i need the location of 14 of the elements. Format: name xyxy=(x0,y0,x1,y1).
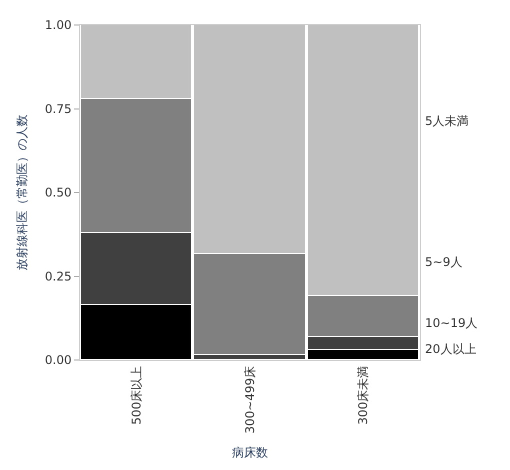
text: 5~9人 xyxy=(425,255,462,269)
x-tick-label: 300~499床 xyxy=(242,366,257,434)
x-tick-label: 500床以上 xyxy=(130,366,144,425)
series-label: 20人以上 xyxy=(425,342,476,356)
y-axis-title: 放射線科医（常勤医）の人数 xyxy=(15,114,30,270)
y-tick-label: 1.00 xyxy=(44,18,72,32)
x-tick-label: 300床未満 xyxy=(356,366,370,425)
y-tick-label: 0.50 xyxy=(44,186,72,200)
y-tick-label: 0.00 xyxy=(44,353,72,368)
y-tick-label: 0.25 xyxy=(44,269,72,284)
x-axis-title: 病床数 xyxy=(232,446,268,460)
series-label: 10~19人 xyxy=(425,316,478,330)
series-label: 5人未満 xyxy=(425,114,469,128)
y-tick-label: 0.75 xyxy=(44,102,72,116)
